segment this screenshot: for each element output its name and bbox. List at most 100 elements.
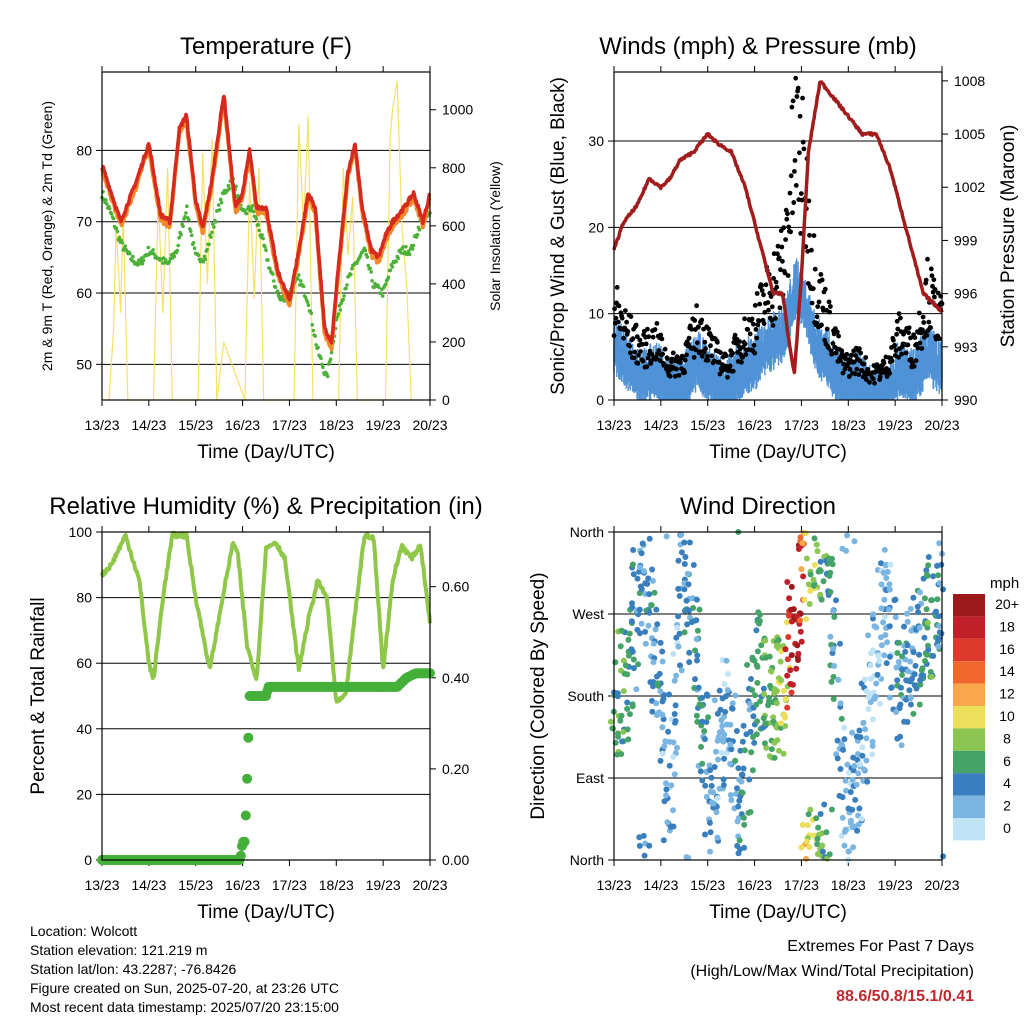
gust-point <box>905 342 911 348</box>
direction-point <box>636 630 643 637</box>
direction-point <box>894 650 901 656</box>
direction-point <box>678 667 685 674</box>
x-tick-label: 14/23 <box>131 417 166 433</box>
gust-point <box>727 363 733 369</box>
direction-point <box>707 848 713 855</box>
gust-point <box>739 359 744 365</box>
direction-point <box>806 844 813 851</box>
direction-point <box>687 614 693 621</box>
dewpoint-point <box>411 243 416 248</box>
direction-point <box>865 632 872 639</box>
precip-point <box>240 810 251 821</box>
x-tick-label: 14/23 <box>643 877 678 893</box>
direction-point <box>940 586 947 593</box>
direction-point <box>921 634 928 641</box>
direction-point <box>670 739 677 746</box>
dewpoint-point <box>137 262 142 266</box>
direction-point <box>686 649 693 656</box>
direction-point <box>735 850 742 857</box>
gust-point <box>628 350 633 356</box>
direction-point <box>864 778 871 785</box>
direction-point <box>685 581 692 588</box>
dewpoint-point <box>114 226 119 231</box>
direction-point <box>688 619 695 626</box>
x-tick-label: 18/23 <box>831 417 866 433</box>
direction-point <box>740 765 747 772</box>
direction-point <box>886 586 893 593</box>
gust-point <box>747 331 753 337</box>
direction-point <box>629 600 635 607</box>
gust-point <box>822 286 828 292</box>
direction-point <box>638 620 645 627</box>
direction-point <box>921 595 928 602</box>
dewpoint-point <box>407 249 411 253</box>
direction-point <box>814 548 821 555</box>
direction-point <box>729 700 736 707</box>
dewpoint-point <box>167 259 172 264</box>
direction-point <box>740 722 747 729</box>
legend-label: 10 <box>999 708 1015 724</box>
gust-point <box>811 233 817 239</box>
y-tick-label: North <box>570 852 604 868</box>
direction-point <box>849 776 856 783</box>
direction-point <box>704 692 711 699</box>
dewpoint-point <box>396 256 401 261</box>
precip-point <box>235 850 246 861</box>
precip-point <box>242 773 253 784</box>
direction-point <box>843 547 850 554</box>
gust-point <box>916 310 922 316</box>
direction-point <box>676 630 683 637</box>
direction-point <box>691 685 698 691</box>
x-tick-label: 20/23 <box>412 877 447 893</box>
direction-point <box>886 581 893 588</box>
direction-point <box>795 657 801 663</box>
x-tick-label: 16/23 <box>225 417 260 433</box>
gust-point <box>867 379 872 385</box>
direction-point <box>684 621 691 628</box>
gust-point <box>829 351 835 357</box>
legend-swatch <box>953 594 985 617</box>
direction-point <box>880 619 887 626</box>
direction-point <box>721 681 728 688</box>
direction-point <box>727 792 734 798</box>
gust-point <box>884 374 890 379</box>
direction-point <box>654 621 661 628</box>
gust-point <box>732 332 738 338</box>
direction-point <box>936 623 943 629</box>
direction-point <box>806 601 813 607</box>
direction-point <box>686 659 693 666</box>
x-tick-label: 15/23 <box>690 877 725 893</box>
direction-point <box>933 608 939 615</box>
gust-point <box>635 360 641 366</box>
gust-point <box>759 283 764 288</box>
latlon-text: Station lat/lon: 43.2287; -76.8426 <box>30 961 237 977</box>
gust-point <box>645 355 651 361</box>
direction-point <box>917 589 923 596</box>
direction-point <box>626 630 633 637</box>
extremes-values: 88.6/50.8/15.1/0.41 <box>836 988 974 1005</box>
direction-point <box>724 687 731 693</box>
dewpoint-point <box>309 311 314 316</box>
direction-point <box>660 837 667 844</box>
gust-point <box>925 256 930 262</box>
dewpoint-point <box>273 285 278 290</box>
plot-frame <box>101 531 431 861</box>
gust-point <box>674 366 679 372</box>
direction-point <box>811 562 818 568</box>
direction-point <box>834 737 841 744</box>
direction-point <box>807 571 814 578</box>
direction-point <box>883 660 890 667</box>
direction-point <box>826 851 833 858</box>
gust-point <box>708 343 713 349</box>
dewpoint-point <box>141 258 146 263</box>
gust-point <box>915 345 921 351</box>
gust-point <box>730 368 736 374</box>
legend-label: 4 <box>1003 775 1011 791</box>
direction-point <box>716 687 723 694</box>
gust-point <box>638 349 643 354</box>
direction-point <box>813 815 820 822</box>
recent-text: Most recent data timestamp: 2025/07/20 2… <box>30 999 339 1015</box>
direction-point <box>652 626 659 633</box>
dewpoint-point <box>104 198 108 202</box>
direction-point <box>828 806 835 813</box>
